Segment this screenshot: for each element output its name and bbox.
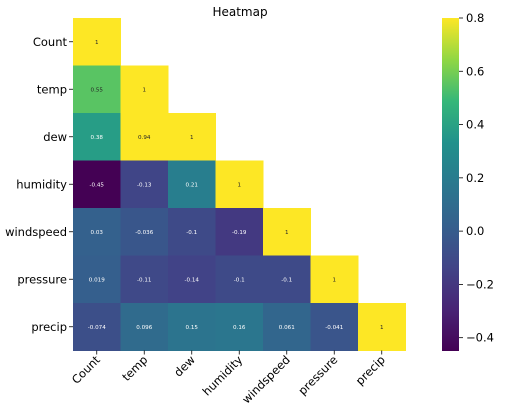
cell-value-label: -0.1 [281,277,292,283]
cell-value-label: 0.019 [89,277,105,283]
x-tick-label-windspeed: windspeed [239,353,293,407]
cell-value-label: 1 [285,230,289,236]
heatmap-cell-pressure-pressure [310,255,359,304]
heatmap-cell-dew-temp [120,113,169,161]
heatmap-cell-precip-precip [358,303,406,351]
heatmap-cell-count-count [73,18,121,66]
cell-value-label: 1 [95,40,99,46]
heatmap-cell-precip-pressure [310,303,359,351]
colorbar-tick-label: 0.6 [466,64,484,78]
cell-value-label: 0.94 [138,135,151,141]
heatmap-cell-humidity-dew [168,160,216,209]
heatmap-cell-humidity-temp [120,160,169,209]
heatmap-cell-humidity-count [73,160,121,209]
heatmap-cell-precip-humidity [215,303,264,351]
row-labels: Count temp dew humidity windspeed pressure pre… [5,35,73,334]
colorbar-tick-label: 0.0 [466,224,484,238]
x-tick-label-pressure: pressure [295,353,340,398]
y-tick-label-pressure: pressure [17,272,67,286]
heatmap-cell-windspeed-temp [120,208,169,256]
colorbar-tick-label: 0.8 [466,11,484,25]
cell-value-label: 0.03 [91,230,104,236]
colorbar-tick-label: 0.4 [466,118,484,132]
heatmap-cell-precip-count [73,303,121,351]
x-tick-label-count: Count [69,352,103,386]
cell-value-label: 0.15 [186,325,199,331]
heatmap-cell-windspeed-dew [168,208,216,256]
heatmap-cell-pressure-humidity [215,255,264,304]
colorbar-ticks: −0.4 −0.2 0.0 0.2 0.4 0.6 0.8 [459,11,494,345]
cell-value-label: -0.13 [137,182,152,188]
heatmap-cell-pressure-temp [120,255,169,304]
cell-value-label: 0.061 [279,325,295,331]
cell-value-label: 0.55 [91,87,104,93]
heatmap-cell-temp-temp [120,65,169,114]
cell-value-label: -0.074 [88,325,106,331]
y-tick-label-count: Count [33,35,68,49]
heatmap-cell-windspeed-humidity [215,208,264,256]
colorbar-tick-label: 0.2 [466,171,484,185]
cell-value-label: -0.45 [90,182,105,188]
colorbar-tick-label: −0.2 [466,277,494,291]
cell-value-label: -0.11 [137,277,152,283]
colorbar-tick-label: −0.4 [466,331,494,345]
cell-value-label: 0.21 [186,182,199,188]
heatmap-cell-precip-temp [120,303,169,351]
x-tick-label-temp: temp [119,353,150,384]
x-tick-label-dew: dew [171,353,198,380]
cell-value-label: -0.1 [186,230,197,236]
heatmap-cells: 1 0.55 1 0.38 0.94 1 -0.45 -0.13 0.21 1 0.03 -0.036… [73,18,406,351]
y-tick-label-temp: temp [37,82,67,96]
cell-value-label: -0.036 [135,230,153,236]
heatmap-cell-dew-dew [168,113,216,161]
y-tick-label-dew: dew [43,130,67,144]
cell-value-label: 1 [190,135,194,141]
cell-value-label: 1 [237,182,241,188]
y-tick-label-precip: precip [31,320,67,334]
cell-value-label: 0.38 [91,135,104,141]
heatmap-cell-pressure-dew [168,255,216,304]
cell-value-label: 1 [380,325,384,331]
cell-value-label: 1 [332,277,336,283]
cell-value-label: -0.19 [232,230,247,236]
heatmap-cell-dew-count [73,113,121,161]
heatmap-cell-pressure-count [73,255,121,304]
heatmap-cell-pressure-windspeed [263,255,311,304]
colorbar-gradient [442,18,459,351]
cell-value-label: 1 [142,87,146,93]
heatmap-cell-windspeed-windspeed [263,208,311,256]
x-tick-label-precip: precip [353,353,388,388]
heatmap-cell-temp-count [73,65,121,114]
colorbar: −0.4 −0.2 0.0 0.2 0.4 0.6 0.8 [442,11,494,351]
cell-value-label: -0.1 [234,277,245,283]
cell-value-label: 0.096 [136,325,152,331]
y-tick-label-humidity: humidity [16,177,67,191]
heatmap-cell-humidity-humidity [215,160,264,209]
chart-title: Heatmap [212,5,267,19]
heatmap-cell-precip-dew [168,303,216,351]
x-tick-label-humidity: humidity [200,353,246,399]
cell-value-label: -0.041 [325,325,343,331]
heatmap-cell-precip-windspeed [263,303,311,351]
cell-value-label: 0.16 [233,325,246,331]
heatmap-cell-windspeed-count [73,208,121,256]
y-tick-label-windspeed: windspeed [5,225,67,239]
cell-value-label: -0.14 [185,277,200,283]
